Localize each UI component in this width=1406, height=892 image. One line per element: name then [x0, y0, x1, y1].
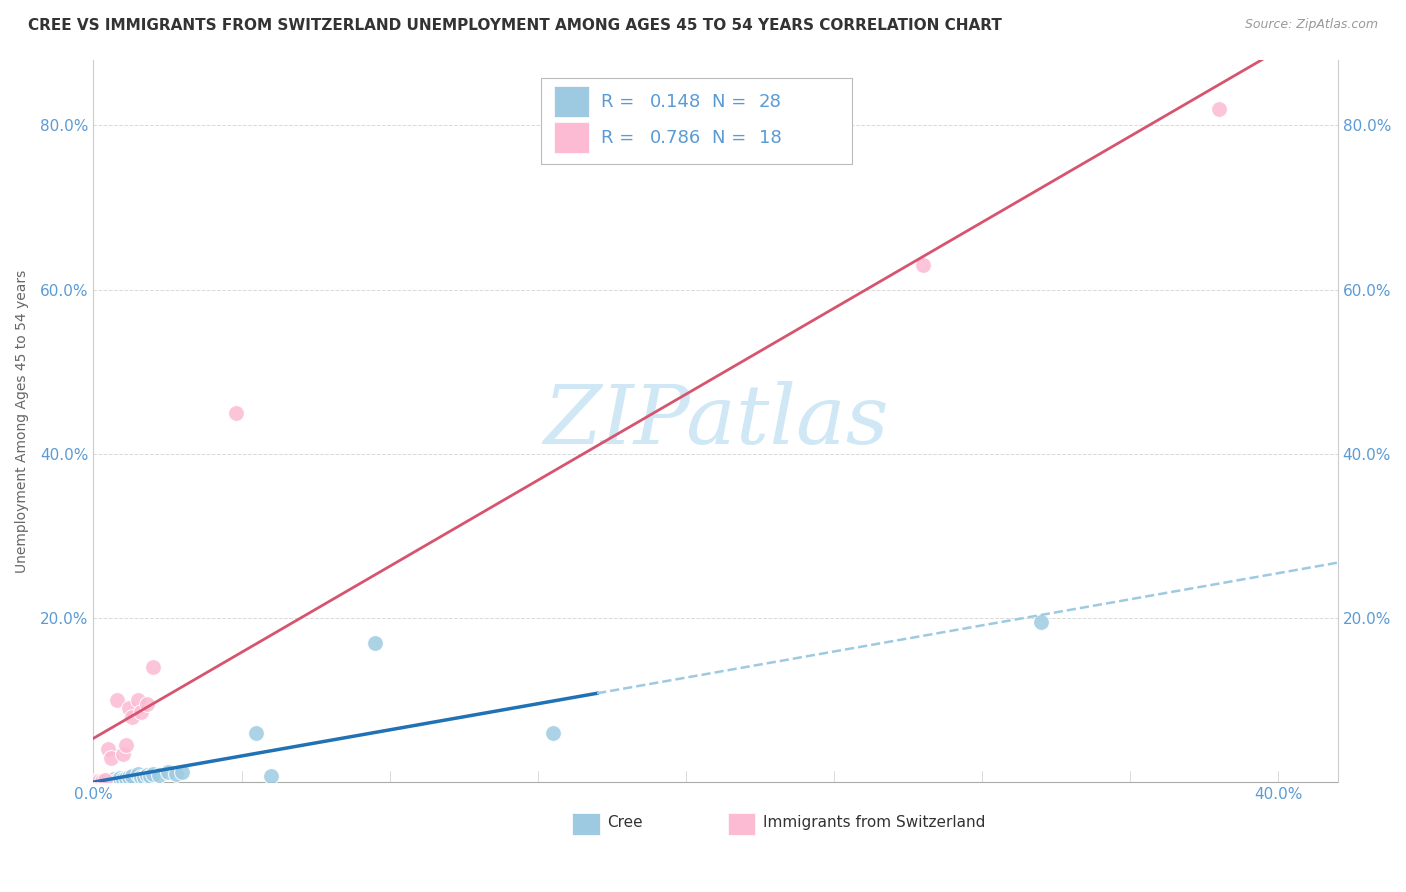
Point — [541, 726, 564, 740]
Point — [118, 770, 141, 784]
Text: R =: R = — [602, 128, 640, 146]
Text: N =: N = — [711, 128, 752, 146]
Text: Immigrants from Switzerland: Immigrants from Switzerland — [763, 814, 986, 830]
Point — [135, 768, 157, 782]
Point — [225, 406, 247, 420]
Bar — [728, 814, 755, 835]
Point — [91, 773, 114, 788]
Point — [121, 709, 143, 723]
Point — [94, 772, 117, 787]
Text: N =: N = — [711, 93, 752, 111]
Point — [364, 635, 387, 649]
Point — [86, 774, 108, 789]
Text: Cree: Cree — [607, 814, 643, 830]
Text: 28: 28 — [759, 93, 782, 111]
Point — [89, 773, 111, 788]
FancyBboxPatch shape — [541, 78, 852, 164]
Point — [135, 698, 157, 712]
Point — [148, 768, 170, 782]
Point — [100, 772, 122, 787]
Point — [105, 693, 128, 707]
Point — [112, 747, 135, 761]
Point — [156, 765, 179, 780]
Point — [1208, 102, 1230, 116]
Point — [127, 767, 149, 781]
Point — [245, 726, 267, 740]
Point — [129, 706, 152, 720]
Point — [94, 772, 117, 787]
Point — [1031, 615, 1053, 629]
Point — [86, 774, 108, 789]
Point — [115, 739, 138, 753]
Point — [100, 750, 122, 764]
Point — [97, 742, 120, 756]
Point — [121, 769, 143, 783]
Text: 0.786: 0.786 — [650, 128, 700, 146]
Point — [108, 771, 131, 785]
Text: Source: ZipAtlas.com: Source: ZipAtlas.com — [1244, 18, 1378, 31]
Point — [105, 772, 128, 787]
Point — [139, 769, 162, 783]
Point — [91, 774, 114, 789]
Bar — [554, 87, 589, 117]
Point — [260, 769, 283, 783]
Point — [911, 258, 934, 272]
Point — [142, 660, 165, 674]
Bar — [554, 122, 589, 153]
Text: 0.148: 0.148 — [650, 93, 700, 111]
Point — [165, 767, 187, 781]
Bar — [572, 814, 600, 835]
Text: R =: R = — [602, 93, 640, 111]
Point — [127, 693, 149, 707]
Text: CREE VS IMMIGRANTS FROM SWITZERLAND UNEMPLOYMENT AMONG AGES 45 TO 54 YEARS CORRE: CREE VS IMMIGRANTS FROM SWITZERLAND UNEM… — [28, 18, 1002, 33]
Point — [103, 772, 125, 786]
Point — [115, 771, 138, 785]
Text: 18: 18 — [759, 128, 782, 146]
Point — [129, 770, 152, 784]
Point — [97, 773, 120, 788]
Point — [89, 773, 111, 788]
Point — [118, 701, 141, 715]
Point — [112, 772, 135, 786]
Point — [132, 770, 155, 784]
Y-axis label: Unemployment Among Ages 45 to 54 years: Unemployment Among Ages 45 to 54 years — [15, 269, 30, 573]
Point — [142, 767, 165, 781]
Text: ZIPatlas: ZIPatlas — [543, 381, 889, 461]
Point — [172, 765, 194, 780]
